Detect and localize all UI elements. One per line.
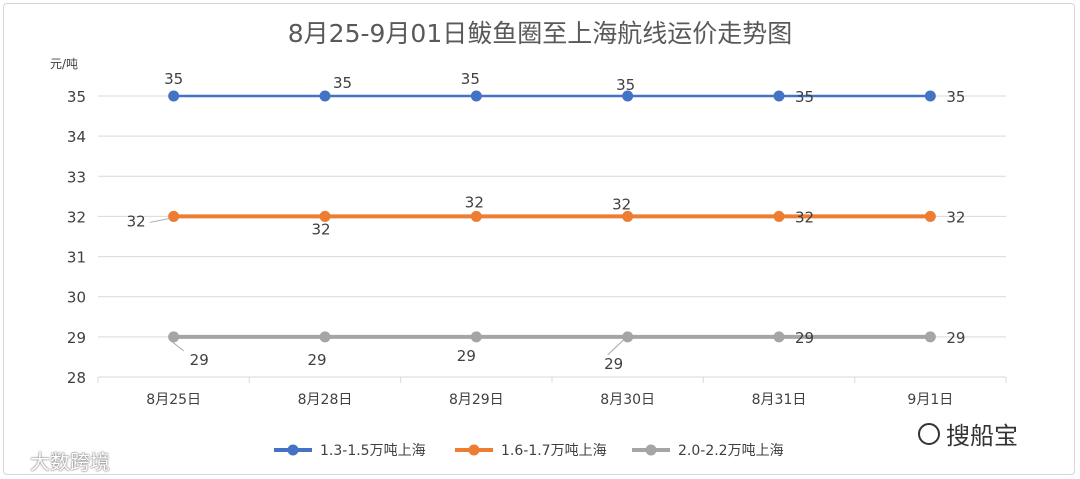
label-leader-line [149, 217, 170, 223]
data-label: 35 [946, 88, 965, 106]
chart-frame [3, 3, 1075, 475]
data-point [168, 210, 180, 222]
data-point [319, 210, 331, 222]
data-point [470, 90, 482, 102]
data-label: 32 [946, 208, 965, 226]
data-label: 32 [465, 193, 484, 211]
x-tick-label: 8月30日 [600, 392, 655, 408]
watermark-left-text: 大数跨境 [30, 450, 110, 474]
data-point [168, 90, 180, 102]
chart-title: 8月25-9月01日鲅鱼圈至上海航线运价走势图 [287, 19, 793, 48]
data-label: 35 [461, 70, 480, 88]
label-leader-line [169, 339, 184, 352]
data-label: 35 [795, 88, 814, 106]
data-point [470, 331, 482, 343]
data-label: 32 [612, 195, 631, 213]
legend-label: 1.3-1.5万吨上海 [320, 443, 426, 459]
data-label: 29 [307, 351, 326, 369]
x-tick-label: 8月25日 [146, 392, 201, 408]
data-label: 29 [604, 355, 623, 373]
data-point [773, 210, 785, 222]
x-tick-label: 8月29日 [449, 392, 504, 408]
x-tick-label: 9月1日 [907, 392, 953, 408]
data-point [622, 331, 634, 343]
watermark-right: 搜船宝 [918, 416, 1018, 451]
data-point [622, 90, 634, 102]
legend-marker [287, 444, 299, 456]
legend-label: 2.0-2.2万吨上海 [678, 443, 784, 459]
data-label: 29 [946, 329, 965, 347]
legend-marker [468, 444, 480, 456]
y-tick-label: 35 [67, 88, 86, 106]
data-point [773, 331, 785, 343]
y-tick-label: 30 [67, 289, 86, 307]
data-point [924, 210, 936, 222]
y-tick-label: 29 [67, 329, 86, 347]
weibo-icon [8, 451, 26, 470]
data-label: 29 [795, 329, 814, 347]
data-point [319, 90, 331, 102]
legend-marker [645, 444, 657, 456]
x-tick-label: 8月31日 [752, 392, 807, 408]
label-leader-line [607, 339, 625, 356]
data-point [470, 210, 482, 222]
data-label: 29 [190, 351, 209, 369]
data-label: 35 [333, 74, 352, 92]
wechat-icon [918, 422, 940, 445]
data-label: 29 [457, 347, 476, 365]
data-point [924, 90, 936, 102]
y-tick-label: 33 [67, 168, 86, 186]
data-point [924, 331, 936, 343]
data-label: 32 [311, 220, 330, 238]
y-axis-unit-label: 元/吨 [50, 57, 79, 71]
data-point [773, 90, 785, 102]
y-tick-label: 28 [67, 369, 86, 387]
y-tick-label: 32 [67, 208, 86, 226]
x-tick-label: 8月28日 [298, 392, 353, 408]
legend-label: 1.6-1.7万吨上海 [501, 443, 607, 459]
data-point [622, 210, 634, 222]
watermark-left: 大数跨境 [8, 446, 110, 475]
y-tick-label: 31 [67, 249, 86, 267]
data-label: 32 [127, 212, 146, 230]
data-label: 35 [616, 76, 635, 94]
data-point [319, 331, 331, 343]
y-tick-label: 34 [67, 128, 86, 146]
watermark-right-text: 搜船宝 [946, 422, 1018, 450]
data-label: 35 [164, 70, 183, 88]
data-point [168, 331, 180, 343]
data-label: 32 [795, 208, 814, 226]
